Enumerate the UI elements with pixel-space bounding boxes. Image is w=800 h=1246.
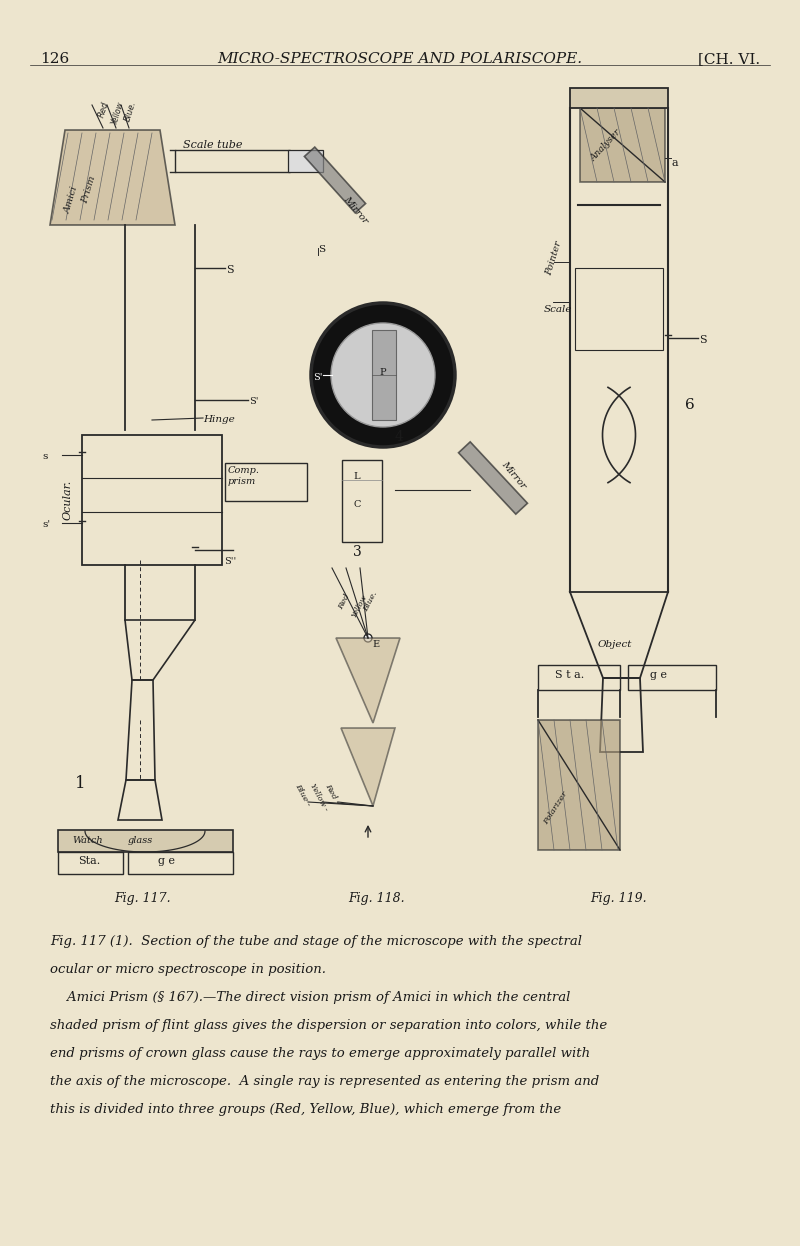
- Polygon shape: [304, 147, 366, 213]
- Text: Analyser: Analyser: [589, 128, 622, 163]
- Text: Sta.: Sta.: [78, 856, 100, 866]
- Bar: [372, 330, 396, 420]
- Text: prism: prism: [228, 477, 256, 486]
- Circle shape: [311, 303, 455, 447]
- Text: end prisms of crown glass cause the rays to emerge approximately parallel with: end prisms of crown glass cause the rays…: [50, 1047, 590, 1060]
- Text: Scale: Scale: [544, 305, 573, 314]
- Bar: [58, 830, 233, 852]
- Text: Object: Object: [598, 640, 632, 649]
- Text: Polarizer: Polarizer: [542, 790, 570, 826]
- Text: Fig. 117.: Fig. 117.: [114, 892, 171, 905]
- Text: Yellow: Yellow: [350, 593, 369, 619]
- Text: MICRO-SPECTROSCOPE AND POLARISCOPE.: MICRO-SPECTROSCOPE AND POLARISCOPE.: [218, 52, 582, 66]
- Text: Mirror: Mirror: [342, 196, 370, 226]
- Polygon shape: [580, 108, 665, 182]
- Text: glass: glass: [128, 836, 154, 845]
- Text: [CH. VI.: [CH. VI.: [698, 52, 760, 66]
- Text: Pointer: Pointer: [544, 240, 563, 277]
- Text: ocular or micro spectroscope in position.: ocular or micro spectroscope in position…: [50, 963, 326, 976]
- Text: Red: Red: [97, 100, 110, 118]
- Text: 3: 3: [353, 545, 362, 559]
- Text: Watch: Watch: [72, 836, 102, 845]
- Text: Blue -: Blue -: [293, 782, 312, 807]
- Text: the axis of the microscope.  A single ray is represented as entering the prism a: the axis of the microscope. A single ray…: [50, 1075, 599, 1088]
- Text: E: E: [372, 640, 379, 649]
- Circle shape: [364, 634, 372, 642]
- Text: S t a.: S t a.: [555, 670, 584, 680]
- Text: S: S: [226, 265, 234, 275]
- Text: Blue.: Blue.: [362, 591, 379, 613]
- Text: Ocular.: Ocular.: [63, 480, 73, 520]
- Bar: [128, 852, 233, 873]
- Text: Blue.: Blue.: [123, 100, 138, 123]
- Circle shape: [331, 323, 435, 427]
- Text: C: C: [353, 500, 360, 510]
- Text: 1: 1: [75, 775, 86, 792]
- Text: S'': S'': [224, 557, 236, 566]
- Polygon shape: [336, 638, 400, 723]
- Text: S: S: [318, 245, 325, 254]
- Bar: [570, 88, 668, 108]
- Text: Fig. 117 (1).  Section of the tube and stage of the microscope with the spectral: Fig. 117 (1). Section of the tube and st…: [50, 934, 582, 948]
- Text: S': S': [249, 397, 258, 406]
- Text: shaded prism of flint glass gives the dispersion or separation into colors, whil: shaded prism of flint glass gives the di…: [50, 1019, 607, 1032]
- Text: Scale tube: Scale tube: [183, 140, 242, 150]
- Bar: [628, 665, 716, 690]
- Bar: [175, 150, 290, 172]
- Text: g e: g e: [650, 670, 667, 680]
- Text: Yellow: Yellow: [110, 100, 126, 126]
- Text: g e: g e: [158, 856, 175, 866]
- Text: Red -: Red -: [323, 782, 341, 805]
- Text: L: L: [353, 472, 360, 481]
- Text: Amici Prism (§ 167).—The direct vision prism of Amici in which the central: Amici Prism (§ 167).—The direct vision p…: [50, 991, 570, 1004]
- Text: Fig. 119.: Fig. 119.: [590, 892, 646, 905]
- Text: s': s': [42, 520, 50, 530]
- Bar: [575, 268, 663, 350]
- Bar: [58, 852, 123, 873]
- Text: Red: Red: [337, 593, 352, 612]
- Text: Amici: Amici: [63, 184, 80, 214]
- Text: 4: 4: [395, 430, 404, 444]
- Text: S': S': [313, 373, 322, 383]
- Polygon shape: [538, 720, 620, 850]
- Bar: [288, 150, 323, 172]
- Text: Hinge: Hinge: [203, 415, 234, 424]
- Text: Fig. 118.: Fig. 118.: [349, 892, 406, 905]
- Text: S: S: [699, 335, 706, 345]
- Text: s: s: [42, 452, 47, 461]
- Bar: [82, 435, 222, 564]
- Text: Prism: Prism: [80, 174, 97, 204]
- Text: a: a: [672, 158, 678, 168]
- Polygon shape: [50, 130, 175, 226]
- Bar: [225, 464, 307, 501]
- Text: Comp.: Comp.: [228, 466, 260, 475]
- Bar: [342, 460, 382, 542]
- Text: 6: 6: [685, 397, 694, 412]
- Text: P: P: [379, 368, 386, 378]
- Text: Yellow -: Yellow -: [308, 782, 329, 812]
- Bar: [538, 665, 620, 690]
- Polygon shape: [341, 728, 395, 806]
- Text: Mirror: Mirror: [500, 460, 528, 491]
- Text: this is divided into three groups (Red, Yellow, Blue), which emerge from the: this is divided into three groups (Red, …: [50, 1103, 562, 1116]
- Text: 126: 126: [40, 52, 70, 66]
- Polygon shape: [458, 442, 527, 515]
